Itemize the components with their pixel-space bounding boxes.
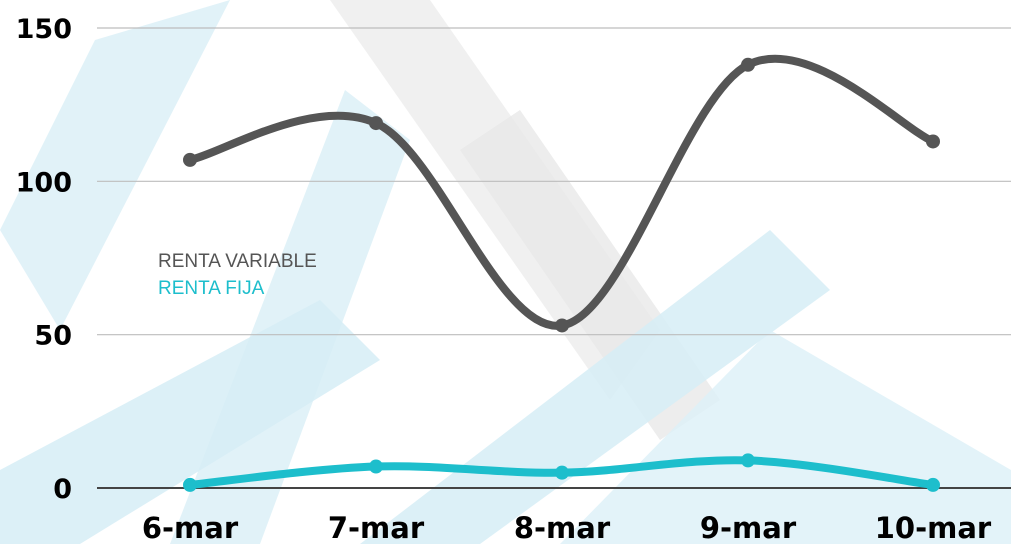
- series-group: [183, 54, 940, 492]
- data-point-renta-variable: [183, 152, 197, 167]
- watermark-shape-blue: [360, 230, 830, 544]
- y-tick-label: 0: [53, 474, 72, 505]
- data-point-renta-variable: [741, 57, 755, 72]
- x-tick-label: 6-mar: [142, 511, 239, 544]
- legend-item-renta-variable: RENTA VARIABLE: [158, 251, 317, 272]
- data-point-renta-variable: [555, 318, 569, 333]
- x-tick-label: 7-mar: [328, 511, 425, 544]
- legend-item-renta-fija: RENTA FIJA: [158, 278, 265, 299]
- y-axis: 0 50 100 150: [16, 14, 72, 505]
- watermark-shape-blue: [560, 330, 1011, 544]
- x-tick-label: 9-mar: [700, 511, 797, 544]
- y-tick-label: 50: [34, 321, 72, 352]
- y-tick-label: 150: [16, 14, 72, 45]
- legend: RENTA VARIABLE RENTA FIJA: [158, 251, 317, 299]
- data-point-renta-fija: [555, 465, 569, 480]
- grid-lines: [97, 27, 1011, 489]
- x-tick-label: 8-mar: [514, 511, 611, 544]
- watermark-shape-blue: [0, 300, 380, 544]
- data-point-renta-fija: [741, 453, 755, 468]
- data-point-renta-variable: [369, 116, 383, 131]
- data-point-renta-fija: [926, 477, 940, 492]
- data-point-renta-fija: [369, 459, 383, 474]
- x-tick-label: 10-mar: [875, 511, 992, 544]
- y-tick-label: 100: [16, 167, 72, 198]
- x-axis: 6-mar 7-mar 8-mar 9-mar 10-mar: [142, 511, 992, 544]
- data-point-renta-fija: [183, 477, 197, 492]
- watermark-shape-blue: [0, 0, 230, 330]
- data-point-renta-variable: [926, 134, 940, 149]
